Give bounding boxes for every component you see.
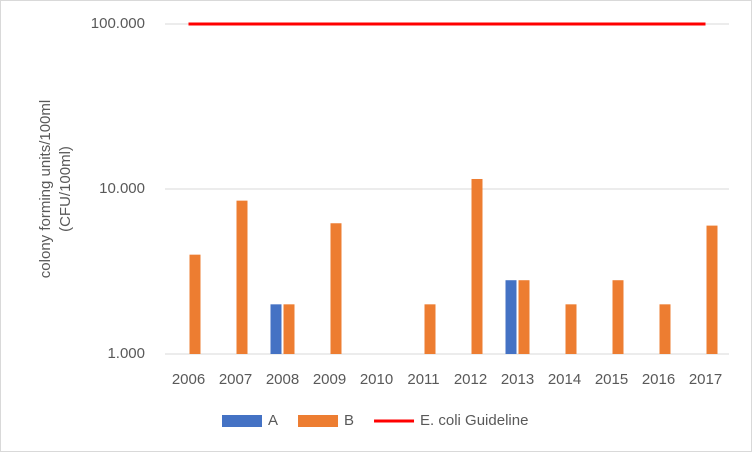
- x-tick-label: 2011: [407, 371, 439, 388]
- x-tick-label: 2010: [360, 371, 393, 388]
- bar: [659, 304, 671, 354]
- bar: [471, 178, 483, 354]
- x-tick-label: 2015: [595, 371, 628, 388]
- bar: [518, 280, 530, 354]
- bar: [612, 280, 624, 354]
- x-tick-label: 2009: [313, 371, 346, 388]
- bar: [283, 304, 295, 354]
- y-axis-label: (CFU/100ml): [57, 146, 74, 232]
- y-axis-label: colony forming units/100ml: [37, 100, 54, 278]
- x-tick-label: 2006: [172, 371, 205, 388]
- x-tick-label: 2017: [689, 371, 722, 388]
- legend-label: E. coli Guideline: [420, 412, 528, 429]
- bar: [565, 304, 577, 354]
- x-tick-label: 2007: [219, 371, 252, 388]
- bar: [189, 254, 201, 354]
- y-tick-label: 100.000: [91, 15, 145, 32]
- legend-swatch: [298, 415, 339, 427]
- y-tick-label: 1.000: [107, 345, 145, 362]
- legend-label: B: [344, 412, 354, 429]
- x-tick-label: 2012: [454, 371, 487, 388]
- bar: [505, 280, 517, 354]
- x-tick-label: 2014: [548, 371, 581, 388]
- legend-label: A: [268, 412, 278, 429]
- x-tick-label: 2013: [501, 371, 534, 388]
- bar: [330, 223, 342, 354]
- y-tick-label: 10.000: [99, 180, 145, 197]
- legend-swatch: [222, 415, 262, 427]
- bar: [270, 304, 282, 354]
- x-tick-label: 2016: [642, 371, 675, 388]
- x-tick-label: 2008: [266, 371, 299, 388]
- bar: [706, 225, 718, 354]
- bar: [236, 200, 248, 354]
- bar: [424, 304, 436, 354]
